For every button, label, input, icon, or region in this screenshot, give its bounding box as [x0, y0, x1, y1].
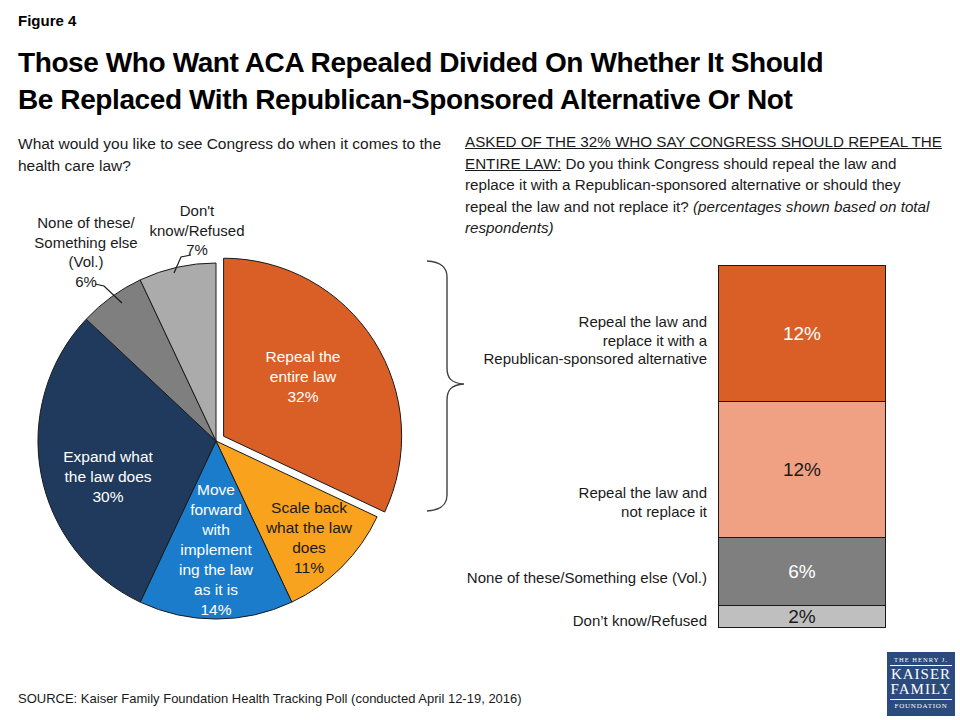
bar-label-repeal-replace: Repeal the law and replace it with a Rep… [377, 313, 707, 369]
pie-label-expand: Expand what the law does 30% [48, 447, 168, 507]
bar-segment-value-3: 2% [788, 606, 815, 628]
pie-label-repeal-entire-law: Repeal the entire law 32% [243, 347, 363, 407]
bar-segment-1: 12% [718, 401, 886, 538]
stacked-bar: 12% 12% 6% 2% [718, 265, 886, 628]
bar-segment-value-2: 6% [788, 561, 815, 583]
bar-segment-value-1: 12% [783, 459, 821, 481]
kff-logo-line-4: FOUNDATION [890, 699, 952, 710]
pie-label-scale-back: Scale back what the law does 11% [254, 498, 364, 578]
bar-label-dont-know: Don’t know/Refused [347, 612, 707, 631]
figure-canvas: Figure 4 Those Who Want ACA Repealed Div… [0, 0, 960, 720]
pie-callout-dont-know: Don't know/Refused 7% [137, 201, 257, 260]
kff-logo: THE HENRY J. KAISER FAMILY FOUNDATION [887, 652, 955, 716]
kff-logo-line-1: THE HENRY J. [890, 656, 952, 666]
bar-segment-value-0: 12% [783, 323, 821, 345]
source-line: SOURCE: Kaiser Family Foundation Health … [18, 691, 522, 706]
pie-callout-none-of-these: None of these/ Something else (Vol.) 6% [21, 213, 151, 291]
bar-segment-2: 6% [718, 537, 886, 606]
bar-segment-3: 2% [718, 605, 886, 628]
bar-segment-0: 12% [718, 265, 886, 402]
kff-logo-line-3: FAMILY [890, 682, 952, 697]
kff-logo-line-2: KAISER [890, 667, 952, 682]
pie-label-move-forward: Move forward with implement ing the law … [166, 480, 266, 620]
grouping-brace [427, 261, 464, 511]
bar-label-none-of-these: None of these/Something else (Vol.) [347, 569, 707, 588]
bar-label-repeal-not-replace: Repeal the law and not replace it [377, 484, 707, 521]
